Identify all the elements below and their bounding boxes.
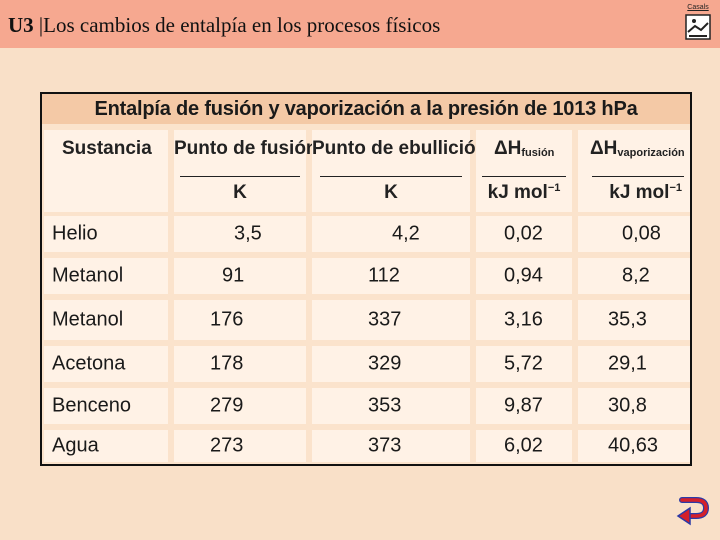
table-row-cell-dhfus: 0,94 bbox=[476, 258, 572, 294]
table-row-cell-dhfus: 6,02 bbox=[476, 430, 572, 462]
enthalpy-fusion: 3,16 bbox=[504, 308, 543, 331]
melting-point: 279 bbox=[210, 394, 244, 417]
unit-label: U3 bbox=[8, 13, 34, 37]
table-row-cell-boiling: 112 bbox=[312, 258, 470, 294]
table-row-cell-fusion: 3,5 bbox=[174, 216, 306, 252]
table-title: Entalpía de fusión y vaporización a la p… bbox=[42, 94, 690, 124]
data-table: Entalpía de fusión y vaporización a la p… bbox=[40, 92, 692, 466]
col-label-melting: Punto de fusión bbox=[174, 138, 318, 159]
table-row-cell-name: Metanol bbox=[44, 300, 168, 340]
enthalpy-vaporization: 35,3 bbox=[608, 308, 647, 331]
enthalpy-fusion: 5,72 bbox=[504, 352, 543, 375]
table-row-cell-fusion: 279 bbox=[174, 388, 306, 424]
boiling-point: 112 bbox=[368, 264, 400, 287]
dh-symbol: ΔH bbox=[494, 138, 522, 159]
table-row-cell-name: Acetona bbox=[44, 346, 168, 382]
boiling-point: 329 bbox=[368, 352, 402, 375]
substance-name: Metanol bbox=[52, 308, 124, 331]
boiling-point: 4,2 bbox=[392, 222, 420, 245]
table-row-cell-dhfus: 5,72 bbox=[476, 346, 572, 382]
col-label-substance: Sustancia bbox=[62, 138, 152, 159]
table-row-cell-boiling: 4,2 bbox=[312, 216, 470, 252]
melting-point: 273 bbox=[210, 434, 244, 457]
table-row-cell-boiling: 353 bbox=[312, 388, 470, 424]
col-unit-dh-vap: kJ mol−1 bbox=[609, 182, 682, 204]
book-logo-icon bbox=[685, 14, 711, 40]
table-row-cell-boiling: 373 bbox=[312, 430, 470, 462]
table-row-cell-dhfus: 9,87 bbox=[476, 388, 572, 424]
enthalpy-fusion: 0,94 bbox=[504, 264, 543, 287]
table-row-cell-fusion: 273 bbox=[174, 430, 306, 462]
unit-exp: −1 bbox=[669, 182, 682, 194]
header-rule bbox=[180, 176, 300, 177]
dh-sub: fusión bbox=[521, 147, 555, 159]
table-row-cell-dhvap: 35,3 bbox=[578, 300, 690, 340]
table-row-cell-fusion: 91 bbox=[174, 258, 306, 294]
enthalpy-vaporization: 29,1 bbox=[608, 352, 647, 375]
enthalpy-vaporization: 30,8 bbox=[608, 394, 647, 417]
melting-point: 91 bbox=[222, 264, 245, 287]
unit-text: kJ mol bbox=[487, 182, 548, 203]
table-row-cell-name: Metanol bbox=[44, 258, 168, 294]
substance-name: Acetona bbox=[52, 352, 126, 375]
enthalpy-fusion: 0,02 bbox=[504, 222, 543, 245]
table-row-cell-dhfus: 3,16 bbox=[476, 300, 572, 340]
table-row-cell-dhfus: 0,02 bbox=[476, 216, 572, 252]
table-row-cell-fusion: 176 bbox=[174, 300, 306, 340]
return-arrow-icon bbox=[676, 497, 710, 526]
substance-name: Metanol bbox=[52, 264, 124, 287]
enthalpy-vaporization: 8,2 bbox=[622, 264, 650, 287]
page-title: U3 |Los cambios de entalpía en los proce… bbox=[8, 13, 440, 38]
enthalpy-fusion: 9,87 bbox=[504, 394, 543, 417]
col-header-boiling: Punto de ebullición K bbox=[312, 130, 488, 212]
boiling-point: 373 bbox=[368, 434, 402, 457]
table-row-cell-dhvap: 29,1 bbox=[578, 346, 690, 382]
col-header-substance: Sustancia bbox=[44, 130, 168, 212]
header-rule bbox=[592, 176, 684, 177]
unit-text: kJ mol bbox=[609, 182, 670, 203]
col-label-boiling: Punto de ebullición bbox=[312, 138, 488, 159]
publisher-logo: Casals bbox=[684, 4, 712, 42]
col-header-dh-vap: ΔHvaporización kJ mol−1 bbox=[578, 130, 690, 212]
col-header-dh-fusion: ΔHfusión kJ mol−1 bbox=[476, 130, 572, 212]
table-row-cell-dhvap: 30,8 bbox=[578, 388, 690, 424]
substance-name: Benceno bbox=[52, 394, 131, 417]
col-unit-boiling: K bbox=[384, 182, 398, 203]
enthalpy-fusion: 6,02 bbox=[504, 434, 543, 457]
enthalpy-vaporization: 0,08 bbox=[622, 222, 661, 245]
col-unit-dh-fusion: kJ mol−1 bbox=[476, 182, 572, 204]
table-row-cell-dhvap: 0,08 bbox=[578, 216, 690, 252]
enthalpy-vaporization: 40,63 bbox=[608, 434, 659, 457]
unit-exp: −1 bbox=[547, 182, 561, 194]
col-label-dh-fusion: ΔHfusión bbox=[494, 138, 572, 160]
header-rule bbox=[482, 176, 566, 177]
table-row-cell-boiling: 337 bbox=[312, 300, 470, 340]
header-rule bbox=[320, 176, 462, 177]
col-label-dh-vap: ΔHvaporización bbox=[590, 138, 690, 160]
table-row-cell-fusion: 178 bbox=[174, 346, 306, 382]
dh-sub: vaporización bbox=[617, 147, 685, 159]
melting-point: 3,5 bbox=[234, 222, 262, 245]
table-row-cell-name: Helio bbox=[44, 216, 168, 252]
title-separator: | bbox=[38, 13, 44, 37]
dh-symbol: ΔH bbox=[590, 138, 618, 159]
boiling-point: 353 bbox=[368, 394, 402, 417]
col-header-melting: Punto de fusión K bbox=[174, 130, 318, 212]
table-row-cell-name: Benceno bbox=[44, 388, 168, 424]
table-row-cell-boiling: 329 bbox=[312, 346, 470, 382]
col-unit-melting: K bbox=[233, 182, 247, 203]
boiling-point: 337 bbox=[368, 308, 402, 331]
title-text: Los cambios de entalpía en los procesos … bbox=[43, 13, 441, 37]
return-arrow-button[interactable] bbox=[676, 494, 710, 528]
header-bar: U3 |Los cambios de entalpía en los proce… bbox=[0, 0, 720, 48]
melting-point: 176 bbox=[210, 308, 244, 331]
substance-name: Agua bbox=[52, 434, 99, 457]
melting-point: 178 bbox=[210, 352, 244, 375]
table-row-cell-name: Agua bbox=[44, 430, 168, 462]
table-row-cell-dhvap: 40,63 bbox=[578, 430, 690, 462]
table-row-cell-dhvap: 8,2 bbox=[578, 258, 690, 294]
logo-label: Casals bbox=[687, 4, 709, 11]
substance-name: Helio bbox=[52, 222, 98, 245]
